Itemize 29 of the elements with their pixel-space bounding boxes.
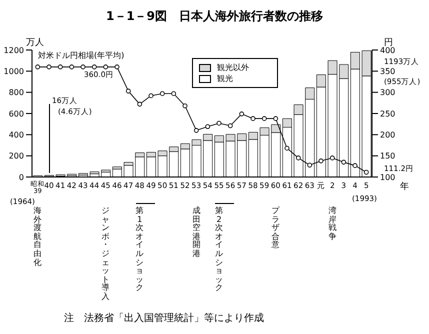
y-tick-label: 0 — [18, 172, 24, 182]
y-tick-label: 1000 — [4, 67, 24, 76]
chart-title: 1－1－9図 日本人海外旅行者数の推移 — [104, 8, 324, 25]
y2-tick-label: 200 — [380, 130, 396, 140]
text: 成田空港開港 — [192, 206, 200, 259]
x-axis-title: 年 — [400, 180, 409, 193]
series-label: 対米ドル円相場(年平均) — [38, 51, 124, 60]
y-tick-label: 1200 — [4, 46, 24, 55]
y2-tick-label: 100 — [380, 172, 396, 182]
y2-tick-label: 300 — [380, 88, 396, 98]
y-tick-label: 600 — [8, 109, 24, 118]
legend-label: 観光 — [217, 73, 233, 84]
legend-label: 観光以外 — [217, 62, 249, 73]
y2-tick-label: 150 — [380, 152, 396, 161]
y-tick-label: 200 — [8, 152, 24, 161]
text: 海外渡航自由化 — [34, 206, 42, 268]
y2-tick-label: 350 — [380, 67, 396, 76]
text: 湾岸戦争 — [328, 206, 336, 242]
text: プラザ合意 — [272, 206, 280, 250]
y2-tick-label: 250 — [380, 109, 396, 118]
text: 第2次オイルショック — [215, 206, 223, 292]
y2-tick-label: 400 — [380, 46, 396, 55]
text: 第1次オイルショック — [136, 206, 144, 292]
text: ジャンボ・ジェット導入 — [102, 206, 110, 301]
y2-axis-title: 円 — [384, 37, 393, 48]
y-axis-title: 万人 — [26, 36, 44, 49]
y-tick-label: 800 — [8, 88, 24, 98]
text: 注 法務省「出入国管理統計」等により作成 — [64, 313, 264, 324]
y-tick-label: 400 — [8, 130, 24, 140]
